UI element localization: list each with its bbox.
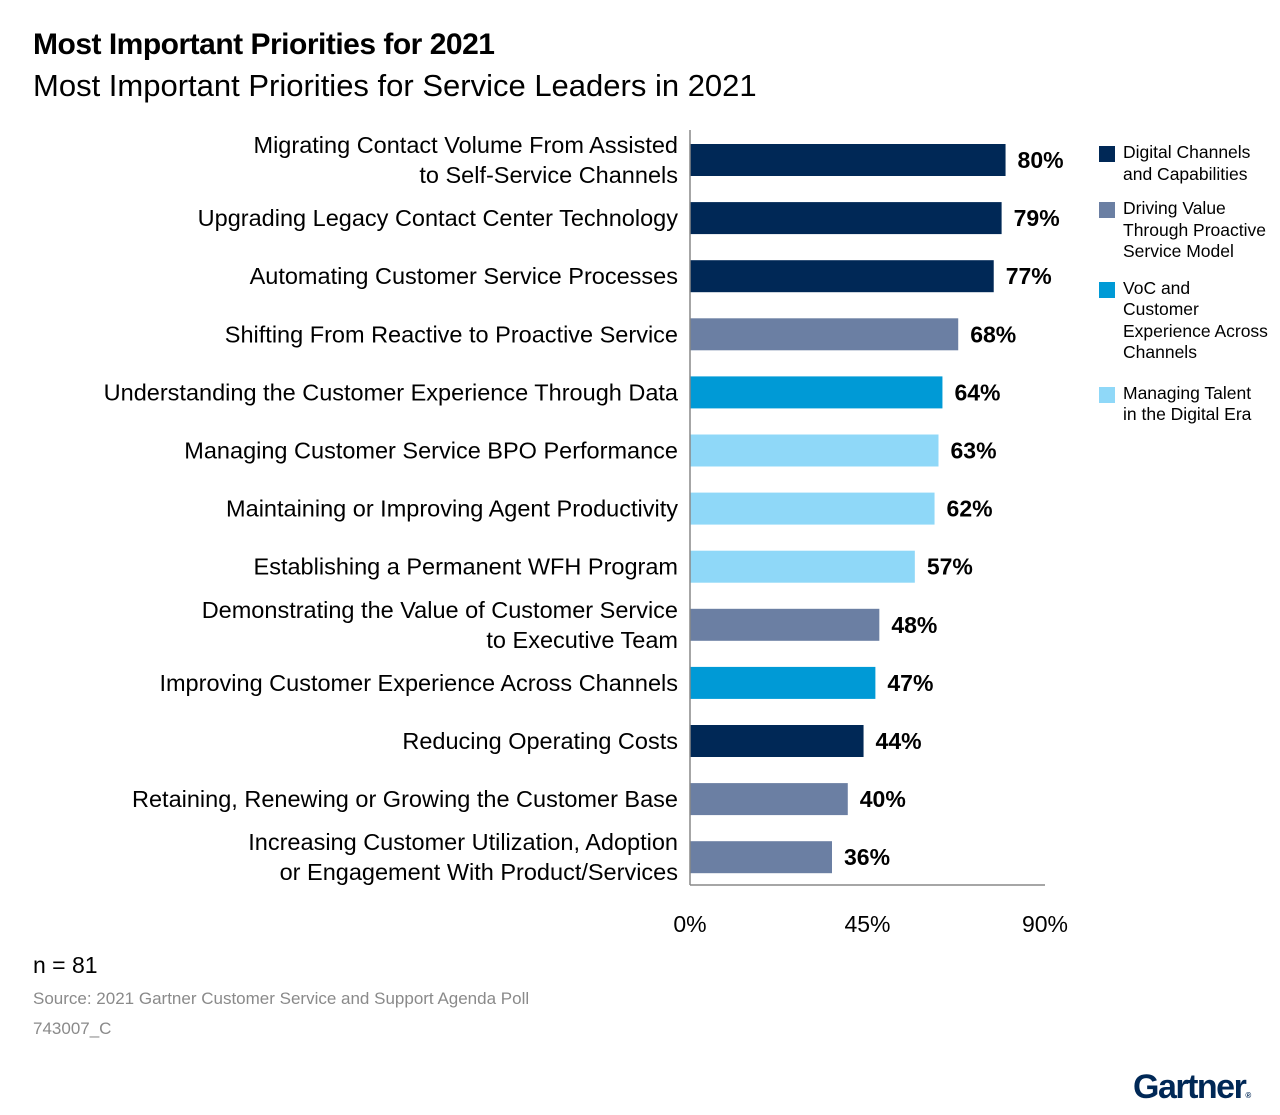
bar <box>690 434 939 467</box>
category-label: Establishing a Permanent WFH Program <box>254 554 678 580</box>
category-label: Migrating Contact Volume From Assisted <box>254 132 678 158</box>
bar <box>690 318 959 351</box>
legend-item: VoC and Customer Experience Across Chann… <box>1099 278 1269 364</box>
data-label: 44% <box>876 728 922 754</box>
bar <box>690 202 1002 235</box>
category-label: Improving Customer Experience Across Cha… <box>159 670 678 696</box>
data-label: 79% <box>1014 205 1060 231</box>
legend-swatch <box>1099 146 1115 162</box>
x-tick-label: 90% <box>1022 911 1068 937</box>
data-label: 57% <box>927 554 973 580</box>
legend-label: Managing Talent in the Digital Era <box>1123 382 1252 425</box>
bar <box>690 725 864 757</box>
bar <box>690 144 1006 176</box>
data-label: 64% <box>954 379 1000 405</box>
data-label: 40% <box>860 786 906 812</box>
x-tick-label: 45% <box>844 911 890 937</box>
bar <box>690 492 935 525</box>
legend-label: Digital Channels and Capabilities <box>1123 142 1251 184</box>
legend-item: Driving Value Through Proactive Service … <box>1099 198 1269 263</box>
data-label: 68% <box>970 321 1016 347</box>
data-label: 47% <box>887 670 933 696</box>
category-label: Shifting From Reactive to Proactive Serv… <box>225 321 678 347</box>
category-label: or Engagement With Product/Services <box>280 859 678 885</box>
category-label: to Executive Team <box>486 627 678 653</box>
legend-swatch <box>1099 202 1115 218</box>
legend-swatch <box>1099 386 1115 403</box>
bar <box>690 666 876 699</box>
source-note: Source: 2021 Gartner Customer Service an… <box>33 989 530 1008</box>
bar <box>690 783 848 816</box>
data-label: 80% <box>1018 147 1064 173</box>
chart-title: Most Important Priorities for 2021 <box>33 28 495 61</box>
bar <box>690 841 832 874</box>
bar <box>690 376 943 409</box>
category-label: Reducing Operating Costs <box>402 728 678 754</box>
data-label: 36% <box>844 844 890 870</box>
category-label: Automating Customer Service Processes <box>250 263 678 289</box>
x-tick-label: 0% <box>673 911 706 937</box>
category-label: Retaining, Renewing or Growing the Custo… <box>132 786 678 812</box>
gartner-logo: Gartner® <box>1133 1068 1251 1106</box>
category-label: to Self-Service Channels <box>419 162 678 188</box>
legend-swatch <box>1099 281 1115 298</box>
category-label: Understanding the Customer Experience Th… <box>104 379 679 405</box>
bar <box>690 260 994 293</box>
category-label: Demonstrating the Value of Customer Serv… <box>202 597 678 623</box>
category-label: Increasing Customer Utilization, Adoptio… <box>248 829 678 855</box>
data-label: 48% <box>891 612 937 638</box>
data-label: 62% <box>947 496 993 522</box>
sample-size: n = 81 <box>33 952 98 978</box>
legend-item: Digital Channels and Capabilities <box>1099 142 1269 185</box>
chart-subtitle: Most Important Priorities for Service Le… <box>33 68 757 103</box>
bar <box>690 608 880 641</box>
category-label: Managing Customer Service BPO Performanc… <box>184 438 678 464</box>
legend: Digital Channels and Capabilities Driving… <box>1099 142 1269 426</box>
figure-code: 743007_C <box>33 1019 112 1038</box>
data-label: 63% <box>951 438 997 464</box>
category-label: Upgrading Legacy Contact Center Technolo… <box>198 205 679 231</box>
legend-item: Managing Talent in the Digital Era <box>1099 383 1269 426</box>
legend-label: VoC and Customer Experience Across Chann… <box>1123 277 1268 363</box>
data-label: 77% <box>1006 263 1052 289</box>
bar <box>690 550 915 583</box>
category-label: Maintaining or Improving Agent Productiv… <box>226 496 678 522</box>
legend-label: Driving Value Through Proactive Service … <box>1123 198 1266 261</box>
